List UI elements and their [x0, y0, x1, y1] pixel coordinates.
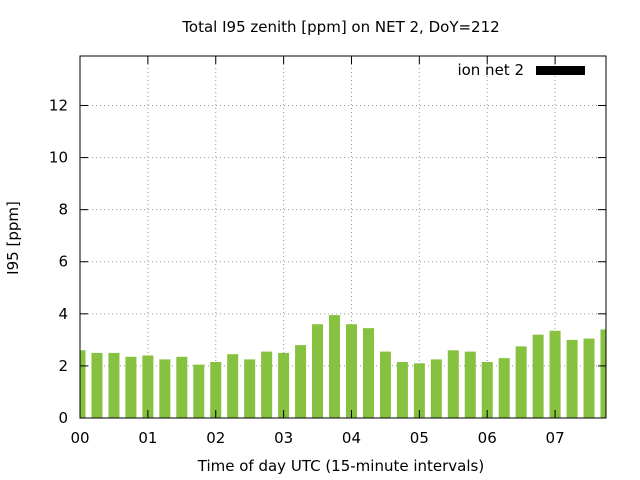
- bar: [549, 330, 561, 418]
- bar: [464, 351, 476, 418]
- bar: [430, 359, 442, 418]
- bar: [379, 351, 391, 418]
- bar: [159, 359, 171, 418]
- bar: [312, 324, 324, 418]
- x-tick-label: 03: [274, 429, 293, 447]
- x-axis-label: Time of day UTC (15-minute intervals): [197, 457, 484, 475]
- bar: [227, 354, 239, 418]
- bar: [515, 346, 527, 418]
- y-tick-label: 6: [58, 253, 68, 271]
- bar: [396, 362, 408, 418]
- plot-frame: [79, 55, 607, 419]
- bar: [80, 350, 86, 418]
- bars: [80, 315, 606, 418]
- bar: [210, 362, 222, 418]
- legend-label: ion net 2: [457, 61, 524, 79]
- bar: [532, 334, 544, 418]
- y-tick-label: 4: [58, 305, 68, 323]
- bar: [193, 364, 205, 418]
- bar: [413, 363, 425, 418]
- y-axis-label: I95 [ppm]: [4, 201, 22, 275]
- legend-swatch: [536, 66, 585, 75]
- bar: [278, 352, 290, 418]
- bar: [329, 315, 341, 418]
- bar: [600, 329, 606, 418]
- bar: [447, 350, 459, 418]
- grid: [80, 56, 606, 418]
- legend: ion net 2: [457, 61, 585, 79]
- y-tick-label: 12: [49, 96, 68, 114]
- bar: [176, 356, 188, 418]
- bar: [583, 338, 595, 418]
- x-tick-label: 05: [410, 429, 429, 447]
- x-tick-label: 07: [546, 429, 565, 447]
- x-tick-label: 00: [70, 429, 89, 447]
- bar: [481, 362, 493, 418]
- y-tick-label: 8: [58, 201, 68, 219]
- bar: [108, 352, 120, 418]
- chart-title: Total I95 zenith [ppm] on NET 2, DoY=212: [181, 18, 499, 36]
- bar: [244, 359, 256, 418]
- x-tick-label: 01: [138, 429, 157, 447]
- bar: [345, 324, 357, 418]
- x-tick-label: 04: [342, 429, 361, 447]
- x-tick-label: 06: [478, 429, 497, 447]
- bar: [362, 328, 374, 418]
- bar: [125, 356, 137, 418]
- bar: [295, 345, 307, 418]
- y-tick-label: 2: [58, 357, 68, 375]
- bar: [142, 355, 154, 418]
- x-tick-label: 02: [206, 429, 225, 447]
- bar: [91, 352, 103, 418]
- bar: [498, 358, 510, 418]
- y-tick-label: 0: [58, 409, 68, 427]
- bar: [261, 351, 273, 418]
- y-tick-label: 10: [49, 149, 68, 167]
- bar: [566, 339, 578, 418]
